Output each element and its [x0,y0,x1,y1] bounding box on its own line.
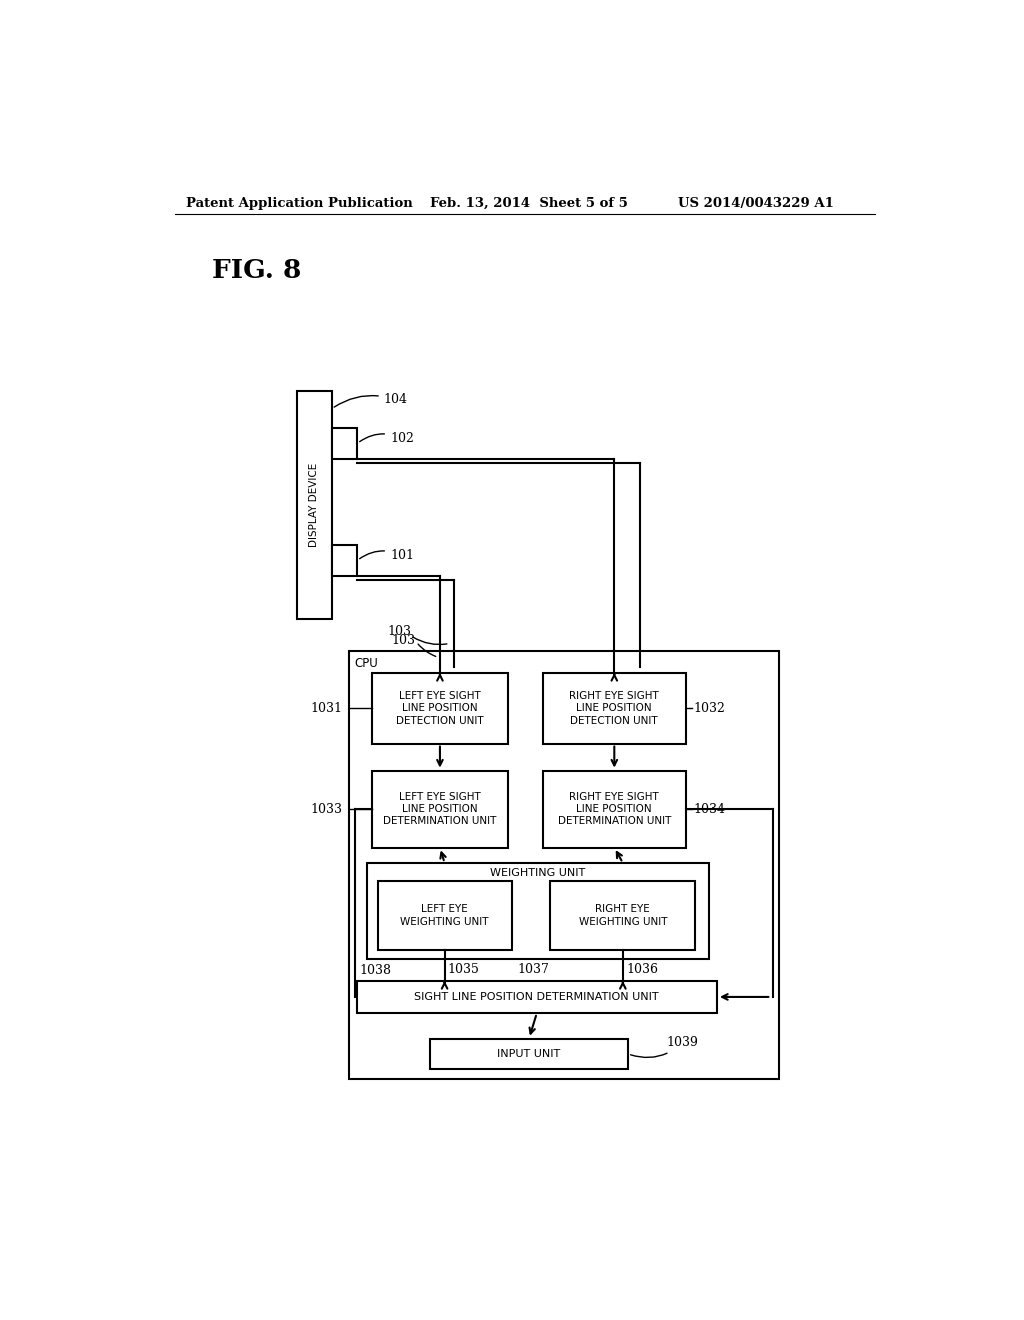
Text: 1039: 1039 [631,1036,698,1057]
Text: 1032: 1032 [693,702,726,714]
Bar [332,428,357,459]
Bar [356,981,717,1014]
Bar [372,673,508,743]
Text: INPUT UNIT: INPUT UNIT [498,1049,561,1059]
Bar [378,880,512,950]
Text: US 2014/0043229 A1: US 2014/0043229 A1 [678,197,835,210]
Text: 1036: 1036 [626,962,658,975]
Text: RIGHT EYE
WEIGHTING UNIT: RIGHT EYE WEIGHTING UNIT [579,904,667,927]
Text: 103: 103 [391,634,416,647]
Text: RIGHT EYE SIGHT
LINE POSITION
DETECTION UNIT: RIGHT EYE SIGHT LINE POSITION DETECTION … [569,690,659,726]
Text: LEFT EYE SIGHT
LINE POSITION
DETERMINATION UNIT: LEFT EYE SIGHT LINE POSITION DETERMINATI… [383,792,497,826]
Bar [349,651,779,1078]
Text: FIG. 8: FIG. 8 [212,257,301,282]
Bar [550,880,695,950]
Text: 104: 104 [334,393,408,407]
Bar [297,391,332,619]
Text: SIGHT LINE POSITION DETERMINATION UNIT: SIGHT LINE POSITION DETERMINATION UNIT [415,991,659,1002]
Text: WEIGHTING UNIT: WEIGHTING UNIT [490,869,586,878]
Text: 1037: 1037 [518,962,550,975]
Bar [367,863,710,960]
Text: 1038: 1038 [359,964,391,977]
Text: DISPLAY DEVICE: DISPLAY DEVICE [309,463,319,546]
Bar [332,545,357,576]
Text: 102: 102 [359,432,414,445]
Text: RIGHT EYE SIGHT
LINE POSITION
DETERMINATION UNIT: RIGHT EYE SIGHT LINE POSITION DETERMINAT… [558,792,671,826]
Bar [372,771,508,847]
Text: LEFT EYE SIGHT
LINE POSITION
DETECTION UNIT: LEFT EYE SIGHT LINE POSITION DETECTION U… [396,690,483,726]
Text: 1035: 1035 [447,962,479,975]
Text: CPU: CPU [354,657,378,671]
Bar [543,771,686,847]
Text: 101: 101 [359,549,414,562]
Text: 1031: 1031 [310,702,343,714]
Text: 1033: 1033 [310,803,343,816]
Text: 1034: 1034 [693,803,726,816]
Text: 103: 103 [388,626,412,639]
Bar [430,1039,628,1069]
Bar [543,673,686,743]
Text: LEFT EYE
WEIGHTING UNIT: LEFT EYE WEIGHTING UNIT [400,904,488,927]
Text: Patent Application Publication: Patent Application Publication [186,197,413,210]
Text: Feb. 13, 2014  Sheet 5 of 5: Feb. 13, 2014 Sheet 5 of 5 [430,197,628,210]
